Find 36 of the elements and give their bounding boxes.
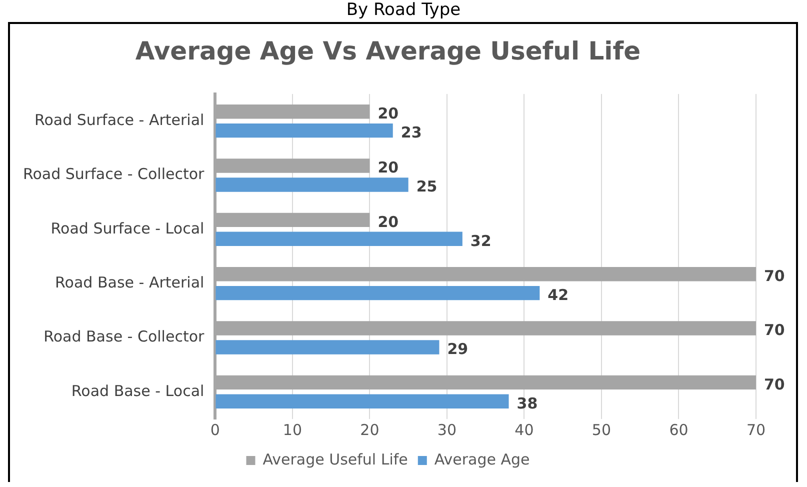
bar: [216, 232, 462, 246]
y-tick-label: Road Base - Collector: [44, 328, 206, 346]
x-tick-label: 70: [746, 420, 766, 439]
data-label: 70: [764, 375, 785, 394]
chart-subtitle: By Road Type: [345, 0, 462, 22]
chart-title: Average Age Vs Average Useful Life: [135, 36, 641, 66]
y-tick-label: Road Base - Arterial: [55, 273, 204, 292]
data-label: 70: [764, 266, 785, 285]
data-label: 20: [378, 158, 399, 177]
y-tick-label: Road Surface - Local: [50, 219, 204, 238]
x-tick-label: 40: [514, 420, 534, 439]
x-tick-label: 50: [592, 420, 612, 439]
bar: [216, 286, 540, 300]
data-label: 70: [764, 321, 785, 340]
data-label: 32: [470, 232, 492, 250]
x-tick-label: 0: [210, 420, 220, 439]
data-label: 25: [416, 178, 438, 196]
x-tick-label: 60: [669, 420, 688, 439]
legend-label: Average Useful Life: [262, 450, 408, 468]
y-tick-label: Road Surface - Collector: [23, 165, 206, 184]
data-label: 38: [516, 394, 538, 412]
y-tick-label: Road Base - Local: [71, 382, 204, 400]
data-label: 29: [447, 340, 468, 358]
data-label: 23: [400, 123, 422, 142]
data-label: 42: [548, 286, 569, 304]
bar: [216, 178, 408, 192]
x-tick-label: 10: [282, 420, 302, 439]
x-tick-label: 20: [360, 420, 380, 439]
x-tick-label: 30: [437, 420, 457, 439]
bar: [216, 394, 509, 409]
bar: [216, 123, 393, 138]
data-label: 20: [378, 212, 399, 231]
bar: [216, 340, 440, 354]
data-label: 20: [378, 104, 399, 122]
y-tick-label: Road Surface - Arterial: [34, 110, 204, 129]
legend-label: Average Age: [434, 450, 530, 468]
